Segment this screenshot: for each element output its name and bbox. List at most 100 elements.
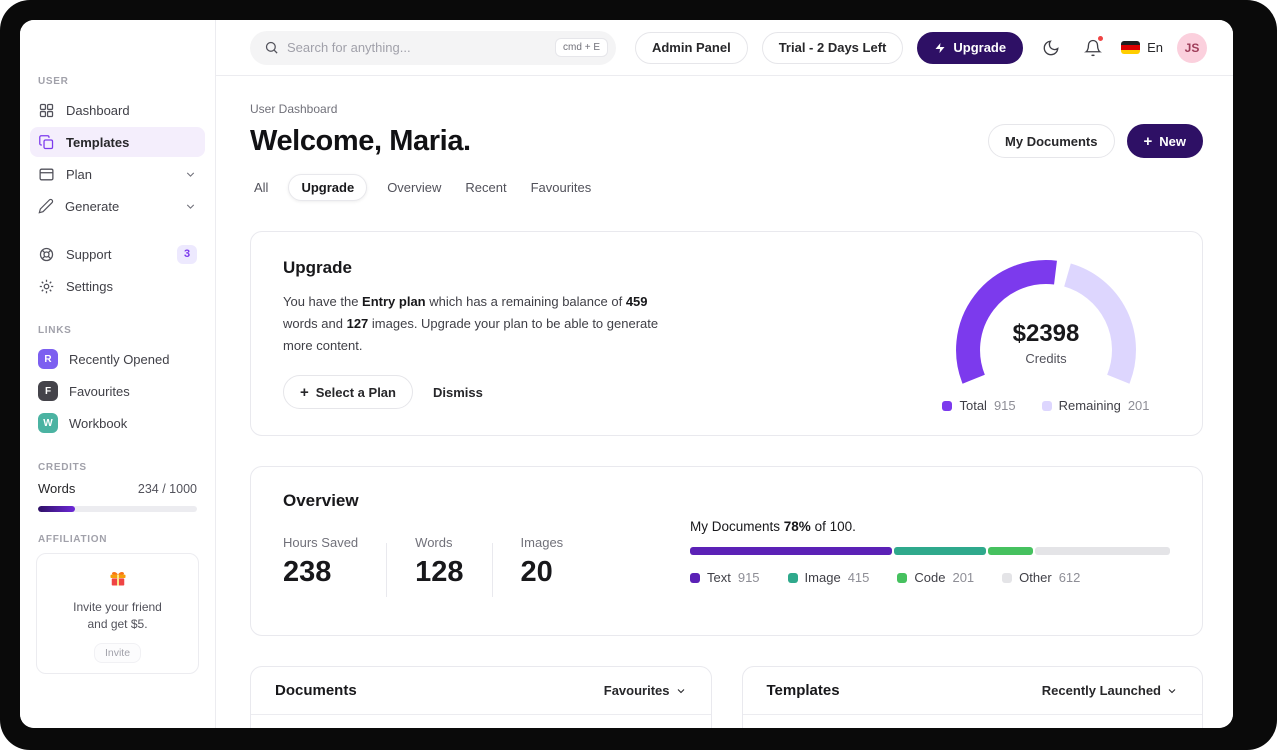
- templates-card-header: Templates Recently Launched: [742, 667, 1202, 716]
- trial-button[interactable]: Trial - 2 Days Left: [761, 31, 904, 64]
- bar-segment-image: [894, 547, 987, 556]
- sidebar-section-credits: CREDITS: [38, 462, 87, 473]
- credits-value: 234 / 1000: [137, 481, 197, 496]
- sidebar-item-label: Recently Opened: [69, 351, 170, 367]
- affiliation-text: Invite your friend and get $5.: [73, 600, 162, 632]
- overview-stats: Hours Saved 238 Words 128 Images: [283, 527, 564, 598]
- document-list-item[interactable]: Untitled Document in Workbook: [251, 715, 711, 728]
- topbar: cmd + E Admin Panel Trial - 2 Days Left …: [216, 20, 1233, 76]
- sidebar-item-label: Dashboard: [66, 102, 130, 118]
- notification-dot: [1097, 34, 1105, 42]
- tab-favourites[interactable]: Favourites: [530, 180, 592, 195]
- stat-words: Words 128: [415, 535, 464, 589]
- legend-swatch: [897, 572, 908, 583]
- sidebar-item-dashboard[interactable]: Dashboard: [30, 95, 205, 125]
- plan-icon: [38, 166, 55, 183]
- templates-icon: [38, 134, 55, 151]
- sidebar-item-favourites[interactable]: F Favourites: [30, 376, 205, 406]
- credits-gauge-svg: [956, 260, 1136, 384]
- credits-caption: Credits: [1025, 351, 1067, 366]
- gear-icon: [38, 278, 55, 295]
- tab-all[interactable]: All: [254, 180, 269, 195]
- search-input[interactable]: [287, 40, 548, 55]
- words-progress-track: [38, 506, 197, 512]
- credits-gauge: $2398 Credits Total 915 Remaining: [926, 250, 1166, 413]
- bar-segment-text: [690, 547, 893, 556]
- sidebar-item-settings[interactable]: Settings: [30, 271, 205, 301]
- chevron-down-icon: [675, 685, 687, 697]
- app-window: USER Dashboard Templates Plan: [20, 20, 1233, 728]
- notifications-button[interactable]: [1079, 34, 1107, 62]
- title-actions: My Documents + New: [988, 124, 1203, 158]
- tab-bar: All Upgrade Overview Recent Favourites: [250, 174, 1203, 201]
- support-count-badge: 3: [177, 244, 197, 264]
- tab-upgrade[interactable]: Upgrade: [288, 174, 368, 201]
- chevron-down-icon: [1166, 685, 1178, 697]
- sidebar-item-workbook[interactable]: W Workbook: [30, 408, 205, 438]
- legend-swatch: [1041, 400, 1052, 411]
- bar-segment-other: [1034, 547, 1170, 556]
- documents-filter-dropdown[interactable]: Favourites: [604, 683, 687, 698]
- sidebar-section-user: USER: [38, 76, 69, 87]
- search-icon: [264, 40, 279, 55]
- documents-progress: My Documents 78% of 100. Text 915: [690, 519, 1170, 597]
- credits-row: Words 234 / 1000: [38, 481, 197, 496]
- stat-images: Images 20: [520, 535, 564, 589]
- templates-card-title: Templates: [766, 682, 840, 700]
- search-shortcut-badge: cmd + E: [555, 38, 608, 57]
- words-progress-fill: [38, 506, 76, 512]
- language-selector[interactable]: En: [1121, 40, 1163, 55]
- template-list-item[interactable]: Blog Post Title in Workbook: [743, 715, 1203, 728]
- recently-opened-tile: R: [38, 349, 58, 369]
- my-documents-button[interactable]: My Documents: [988, 124, 1115, 158]
- chevron-down-icon: [184, 200, 197, 213]
- legend-item-remaining: Remaining 201: [1041, 398, 1150, 413]
- credits-label: Words: [38, 481, 76, 496]
- sidebar-item-label: Templates: [66, 134, 130, 150]
- legend-item-image: Image 415: [787, 570, 869, 585]
- gift-icon: [108, 572, 128, 592]
- documents-card-title: Documents: [275, 682, 357, 700]
- bell-icon: [1084, 39, 1103, 57]
- new-button[interactable]: + New: [1126, 124, 1203, 158]
- tab-recent[interactable]: Recent: [465, 180, 507, 195]
- legend-swatch: [942, 400, 953, 411]
- breadcrumb: User Dashboard: [250, 102, 338, 116]
- page-title: Welcome, Maria.: [250, 124, 471, 157]
- upgrade-button[interactable]: Upgrade: [917, 31, 1024, 64]
- sidebar-item-plan[interactable]: Plan: [30, 159, 205, 189]
- content-column: cmd + E Admin Panel Trial - 2 Days Left …: [216, 20, 1233, 728]
- admin-panel-button[interactable]: Admin Panel: [634, 31, 748, 64]
- sidebar-section-links: LINKS: [38, 325, 72, 336]
- plus-icon: +: [300, 383, 309, 401]
- documents-progress-label: My Documents 78% of 100.: [690, 519, 856, 535]
- dismiss-button[interactable]: Dismiss: [432, 384, 483, 400]
- sidebar-section-affiliation: AFFILIATION: [38, 534, 108, 545]
- templates-filter-dropdown[interactable]: Recently Launched: [1042, 683, 1178, 698]
- zap-icon: [934, 42, 946, 54]
- pencil-icon: [38, 198, 54, 214]
- legend-swatch: [787, 572, 798, 583]
- overview-card: Overview Hours Saved 238 Words 128: [250, 466, 1203, 637]
- workbook-tile: W: [38, 413, 58, 433]
- credits-amount: $2398: [1012, 320, 1080, 347]
- chevron-down-icon: [184, 168, 197, 181]
- select-plan-button[interactable]: + Select a Plan: [283, 375, 413, 410]
- dark-mode-toggle[interactable]: [1037, 34, 1065, 62]
- sidebar: USER Dashboard Templates Plan: [20, 20, 216, 728]
- sidebar-item-label: Settings: [66, 278, 113, 294]
- title-row: Welcome, Maria. My Documents + New: [250, 124, 1203, 158]
- grid-icon: [38, 102, 55, 119]
- legend-swatch: [1002, 572, 1013, 583]
- sidebar-item-support[interactable]: Support 3: [30, 239, 205, 269]
- sidebar-item-recently-opened[interactable]: R Recently Opened: [30, 344, 205, 374]
- invite-button[interactable]: Invite: [93, 642, 142, 663]
- overview-card-title: Overview: [283, 491, 359, 511]
- germany-flag-icon: [1121, 41, 1141, 54]
- sidebar-item-templates[interactable]: Templates: [30, 127, 205, 157]
- tab-overview[interactable]: Overview: [387, 180, 442, 195]
- user-avatar[interactable]: JS: [1177, 32, 1207, 63]
- sidebar-item-generate[interactable]: Generate: [30, 191, 205, 221]
- legend-swatch: [690, 572, 700, 583]
- search-bar[interactable]: cmd + E: [250, 30, 616, 65]
